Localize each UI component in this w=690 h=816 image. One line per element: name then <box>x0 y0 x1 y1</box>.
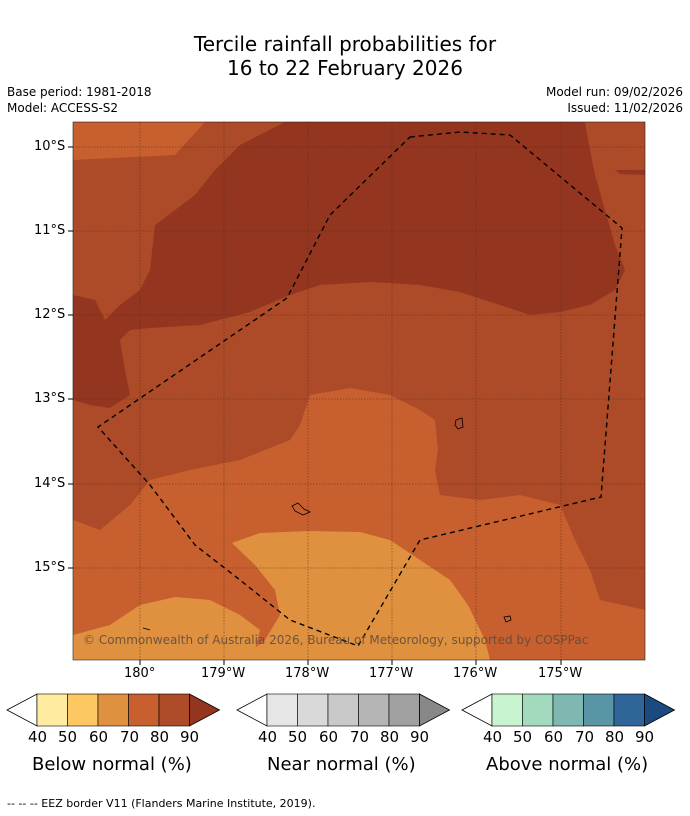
lat-label-14s: 14°S <box>34 476 66 491</box>
lat-label-11s: 11°S <box>34 223 66 238</box>
below-tick-60: 60 <box>89 728 109 746</box>
lon-label-176w: 176°W <box>453 666 498 681</box>
near-cb-segment-4 <box>388 693 420 727</box>
map-title-line1: Tercile rainfall probabilities for <box>193 32 497 56</box>
above-cb-segment-4 <box>613 693 645 727</box>
below-cb-segment-1 <box>67 693 99 727</box>
above-tick-40: 40 <box>483 728 503 746</box>
near-cb-extend-high <box>419 693 451 727</box>
near-cb-segment-2 <box>327 693 359 727</box>
colorbar-near-normal <box>236 693 451 727</box>
near-tick-40: 40 <box>258 728 278 746</box>
near-tick-70: 70 <box>350 728 370 746</box>
colorbar-below-normal <box>6 693 221 727</box>
below-cb-segment-3 <box>128 693 160 727</box>
above-cb-segment-0 <box>491 693 523 727</box>
near-cb-segment-0 <box>266 693 298 727</box>
eez-footnote: -- -- -- EEZ border V11 (Flanders Marine… <box>7 797 316 810</box>
lon-label-177w: 177°W <box>369 666 414 681</box>
eez-border <box>96 131 623 647</box>
model-name: Model: ACCESS-S2 <box>7 101 119 115</box>
above-tick-80: 80 <box>605 728 625 746</box>
lat-label-13s: 13°S <box>34 391 66 406</box>
near-tick-60: 60 <box>319 728 339 746</box>
axis-ticks <box>68 146 562 665</box>
island-central <box>291 502 311 516</box>
below-tick-90: 90 <box>180 728 200 746</box>
near-cb-segment-3 <box>358 693 390 727</box>
above-cb-extend-low <box>461 693 493 727</box>
probability-field <box>73 122 645 660</box>
lat-label-12s: 12°S <box>34 307 66 322</box>
island-south <box>503 615 512 623</box>
below-tick-80: 80 <box>150 728 170 746</box>
near-tick-80: 80 <box>380 728 400 746</box>
lon-label-180: 180° <box>124 666 156 681</box>
below-normal-label: Below normal (%) <box>32 754 192 775</box>
near-tick-90: 90 <box>410 728 430 746</box>
region-below-60-south <box>232 531 490 660</box>
above-cb-segment-1 <box>522 693 554 727</box>
above-cb-extend-high <box>644 693 676 727</box>
below-tick-50: 50 <box>58 728 78 746</box>
near-cb-segment-1 <box>297 693 329 727</box>
colorbar-above-normal <box>461 693 676 727</box>
lon-label-178w: 178°W <box>285 666 330 681</box>
above-cb-segment-2 <box>552 693 584 727</box>
region-below-60-southwest <box>73 597 260 660</box>
near-cb-extend-low <box>236 693 268 727</box>
above-tick-50: 50 <box>513 728 533 746</box>
model-run: Model run: 09/02/2026 <box>545 85 683 99</box>
gridlines <box>73 122 645 660</box>
map-title-line2: 16 to 22 February 2026 <box>227 56 463 80</box>
copyright-notice: © Commonwealth of Australia 2026, Bureau… <box>83 633 589 647</box>
region-below-90-strip <box>615 170 645 175</box>
below-cb-extend-low <box>6 693 38 727</box>
region-below-90 <box>73 122 625 408</box>
near-tick-50: 50 <box>288 728 308 746</box>
above-tick-90: 90 <box>635 728 655 746</box>
near-normal-label: Near normal (%) <box>267 754 416 775</box>
base-period: Base period: 1981-2018 <box>7 85 152 99</box>
below-cb-segment-2 <box>97 693 129 727</box>
lat-label-10s: 10°S <box>34 139 66 154</box>
lon-label-175w: 175°W <box>538 666 583 681</box>
lat-label-15s: 15°S <box>34 560 66 575</box>
map-frame <box>72 121 646 661</box>
below-tick-70: 70 <box>120 728 140 746</box>
issued-date: Issued: 11/02/2026 <box>567 101 683 115</box>
above-tick-70: 70 <box>575 728 595 746</box>
below-cb-segment-4 <box>158 693 190 727</box>
island-southwest <box>142 627 151 631</box>
below-tick-40: 40 <box>28 728 48 746</box>
above-cb-segment-3 <box>583 693 615 727</box>
lon-label-179w: 179°W <box>201 666 246 681</box>
above-normal-label: Above normal (%) <box>486 754 649 775</box>
above-tick-60: 60 <box>544 728 564 746</box>
below-cb-segment-0 <box>36 693 68 727</box>
island-north <box>454 417 464 430</box>
below-cb-extend-high <box>189 693 221 727</box>
